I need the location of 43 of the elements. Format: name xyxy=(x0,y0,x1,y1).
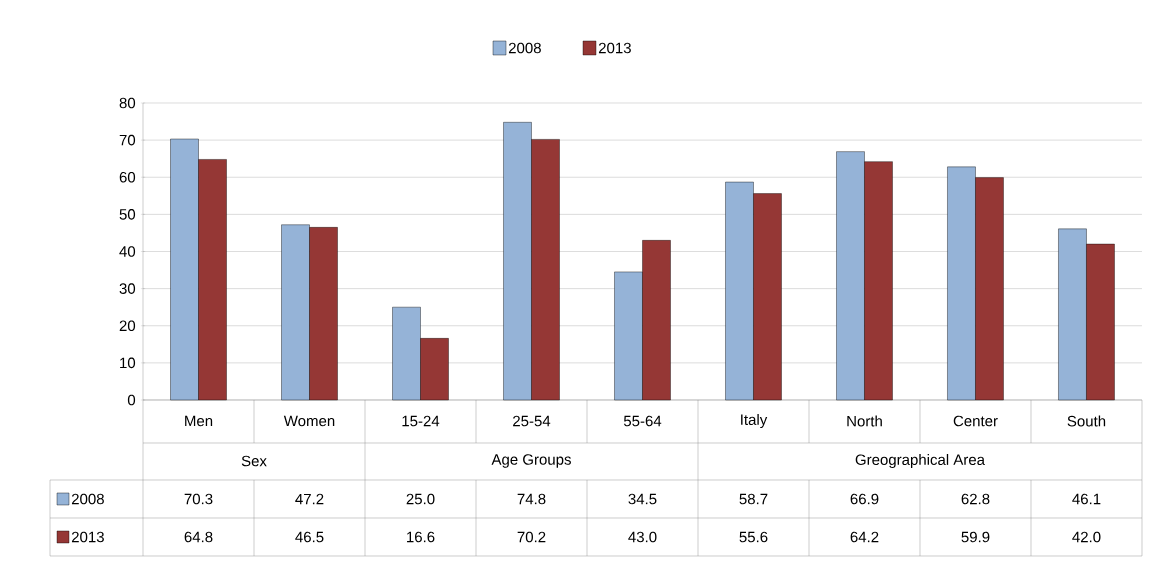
data-label: 46.5 xyxy=(295,531,324,543)
y-tick-label: 10 xyxy=(120,357,136,369)
y-tick-label: 0 xyxy=(127,394,136,406)
legend-label: 2008 xyxy=(508,42,541,54)
data-label: 64.8 xyxy=(184,531,213,543)
data-label: 55.6 xyxy=(739,531,768,543)
x-tick-label: Men xyxy=(185,415,213,427)
y-tick-label: 80 xyxy=(119,97,136,109)
x-tick-label: Center xyxy=(953,415,998,427)
data-label: 43.0 xyxy=(628,531,657,543)
y-tick-label: 40 xyxy=(119,246,136,257)
y-tick-label: 60 xyxy=(119,171,136,183)
data-label: 64.2 xyxy=(850,531,879,543)
data-label: 74.8 xyxy=(517,493,546,505)
data-label: 46.1 xyxy=(1072,493,1101,505)
y-tick-label: 50 xyxy=(119,209,136,220)
text: Greographical Area xyxy=(855,454,985,468)
data-label: 58.7 xyxy=(739,493,768,505)
data-label: 16.6 xyxy=(407,531,435,543)
text: 2008 xyxy=(71,493,104,505)
data-label: 47.2 xyxy=(295,493,324,505)
data-label: 34.5 xyxy=(628,493,657,505)
text: Sex xyxy=(241,455,267,467)
data-label: 42.0 xyxy=(1072,531,1101,543)
y-tick-label: 30 xyxy=(119,283,136,294)
data-label: 25.0 xyxy=(406,493,435,505)
x-tick-label: South xyxy=(1067,415,1106,427)
x-tick-label: Women xyxy=(283,415,335,427)
data-label: 62.8 xyxy=(961,493,990,505)
x-tick-label: 25-54 xyxy=(513,415,551,427)
data-label: 70.3 xyxy=(184,493,213,505)
y-tick-label: 20 xyxy=(119,320,136,332)
legend-label: 2013 xyxy=(598,42,631,54)
x-tick-label: 55-64 xyxy=(623,415,662,427)
data-label: 59.9 xyxy=(961,531,990,543)
text: Age Groups xyxy=(491,454,571,468)
x-tick-label: 15-24 xyxy=(402,415,440,427)
y-tick-label: 70 xyxy=(119,134,136,146)
x-tick-label: North xyxy=(847,415,882,427)
data-label: 70.2 xyxy=(517,531,546,543)
data-label: 66.9 xyxy=(850,493,879,505)
text: 2013 xyxy=(71,531,104,543)
x-tick-label: Italy xyxy=(741,414,768,428)
